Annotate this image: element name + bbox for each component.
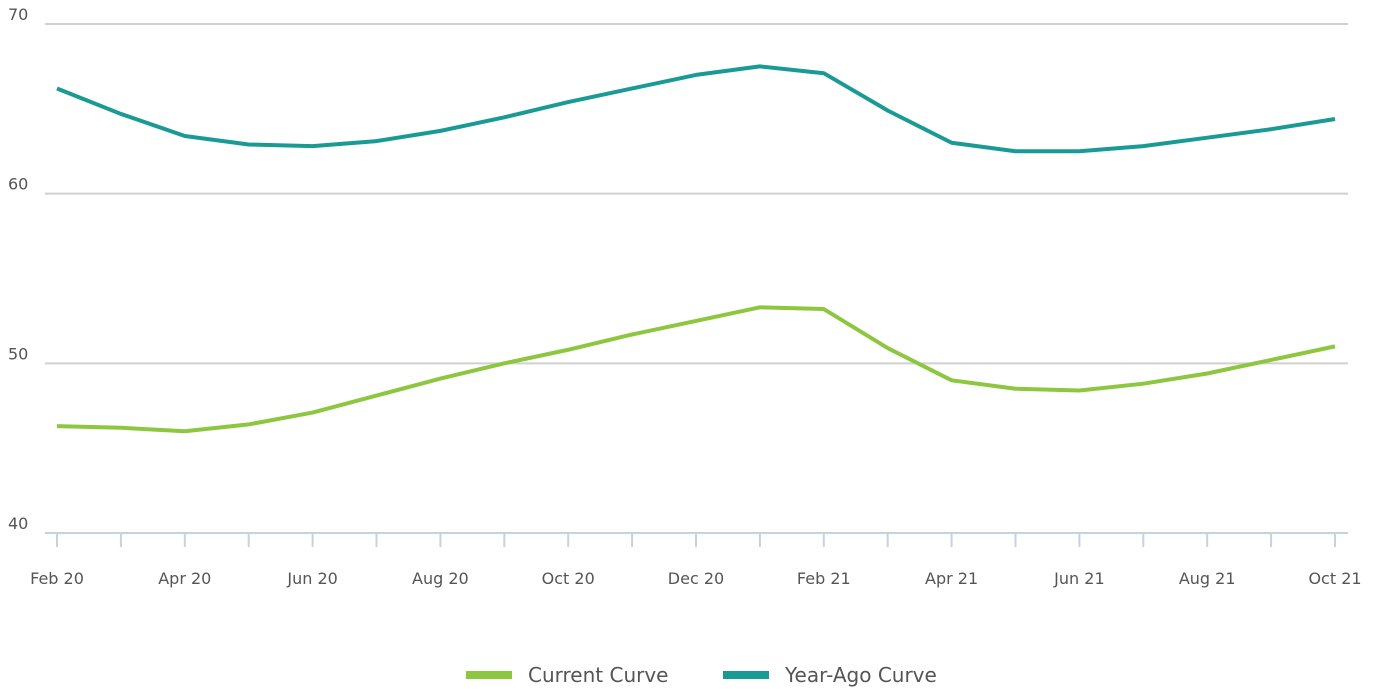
y-tick-label: 50 [8, 344, 28, 363]
x-tick-label: Jun 20 [286, 569, 337, 588]
y-tick-label: 60 [8, 175, 28, 194]
x-tick-label: Oct 20 [542, 569, 595, 588]
series-line [56, 305, 1336, 434]
legend-swatch [466, 671, 512, 679]
x-tick-label: Feb 21 [797, 569, 851, 588]
y-tick-label: 70 [8, 5, 28, 24]
x-tick-label: Oct 21 [1308, 569, 1361, 588]
legend-label: Year-Ago Curve [784, 663, 937, 687]
x-tick-label: Apr 20 [158, 569, 211, 588]
x-tick-label: Jun 21 [1053, 569, 1104, 588]
legend-label: Current Curve [528, 663, 668, 687]
x-tick-label: Aug 21 [1179, 569, 1236, 588]
x-tick-label: Feb 20 [30, 569, 84, 588]
x-tick-label: Dec 20 [668, 569, 724, 588]
y-tick-label: 40 [8, 514, 28, 533]
x-tick-label: Aug 20 [412, 569, 469, 588]
legend-swatch [723, 671, 769, 679]
series-line [56, 64, 1336, 154]
x-tick-label: Apr 21 [925, 569, 978, 588]
